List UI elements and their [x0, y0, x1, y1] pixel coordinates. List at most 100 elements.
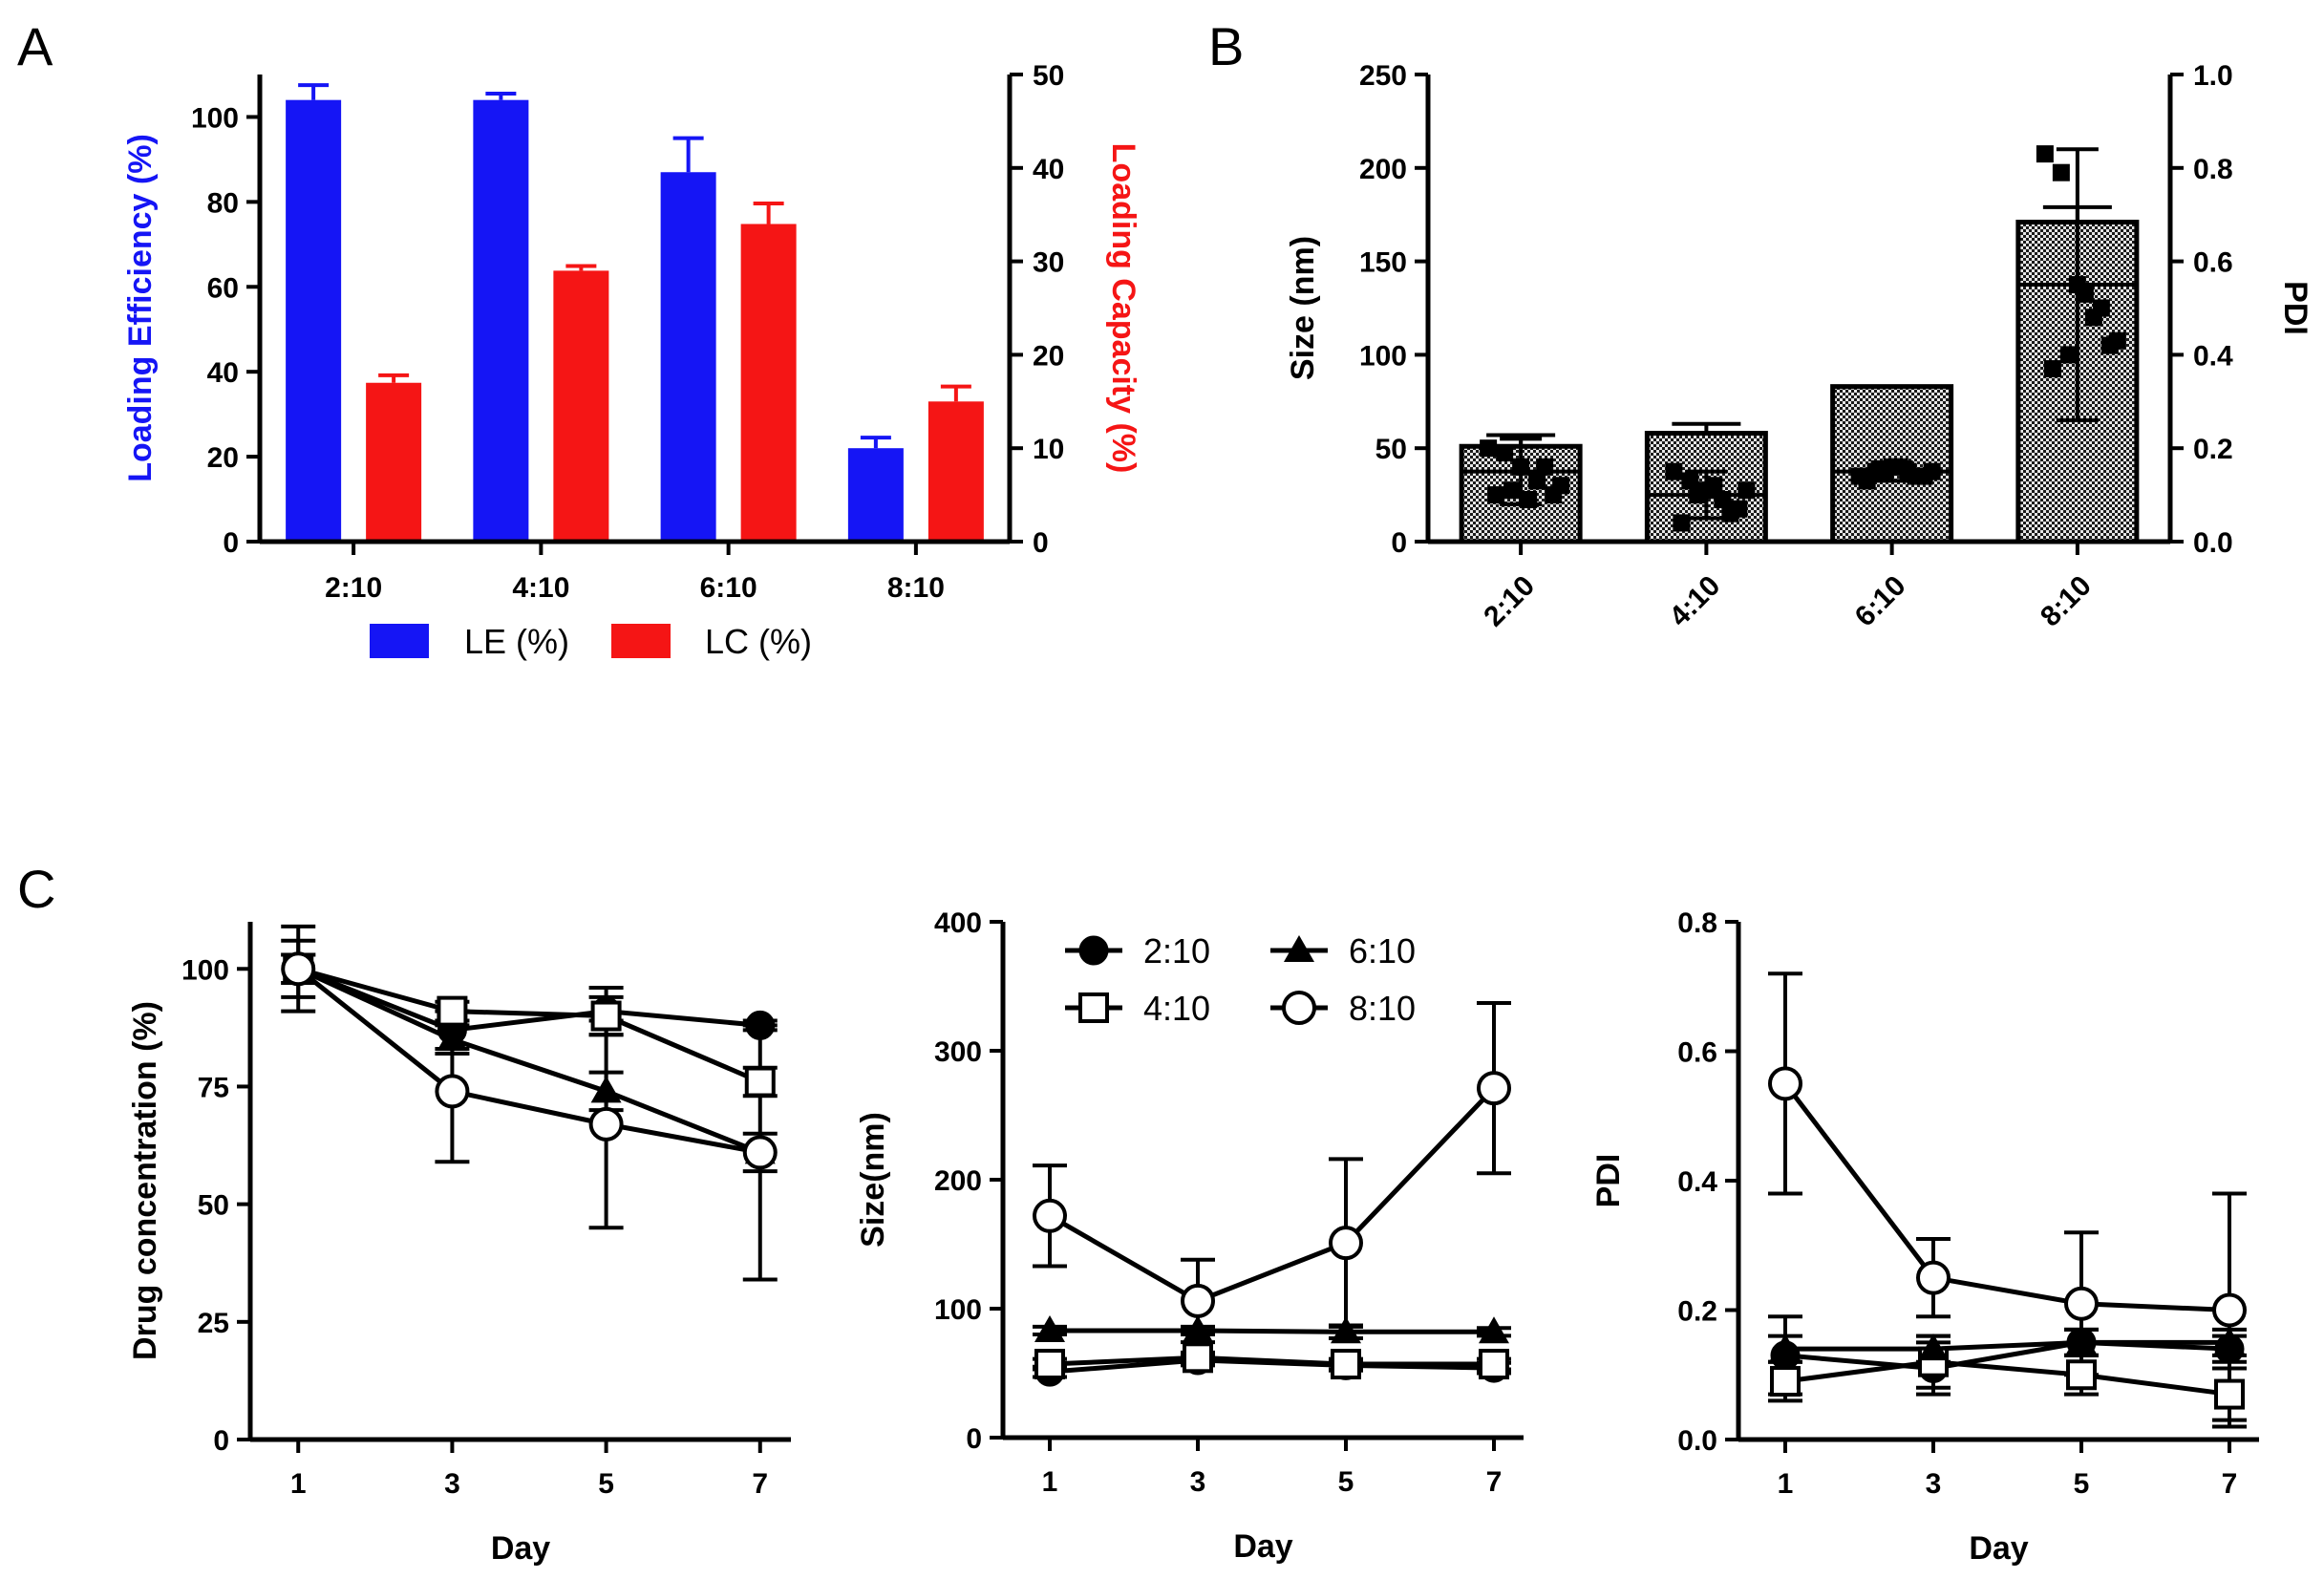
x-tick-label: 5	[2074, 1468, 2090, 1500]
legend-label-lc: LC (%)	[705, 622, 812, 661]
marker-8-10	[2064, 1286, 2099, 1321]
y-axis-title: Drug concentration (%)	[127, 1001, 163, 1360]
y-axis-right-tick-label: 0	[1033, 527, 1049, 559]
marker-6-10	[1918, 1334, 1949, 1361]
marker-4-10	[1331, 1349, 1361, 1380]
y-axis-left-tick-label: 60	[207, 272, 239, 304]
series-line-8-10	[1783, 1081, 2230, 1312]
y-tick-label: 0.8	[1677, 907, 1717, 939]
y-tick-label: 300	[934, 1036, 982, 1068]
legend-label-le: LE (%)	[464, 622, 569, 661]
marker-4-10	[1034, 1349, 1065, 1380]
legend-marker-6-10	[1284, 935, 1314, 962]
y-tick-label: 100	[181, 954, 229, 986]
x-tick-label: 4:10	[1664, 570, 1727, 633]
y-axis-left-tick-label: 150	[1359, 247, 1407, 279]
x-tick-label: 1	[1778, 1468, 1794, 1500]
marker-4-10	[2214, 1378, 2245, 1410]
x-tick-label: 8:10	[887, 572, 945, 604]
x-tick-label: 3	[1190, 1466, 1206, 1498]
bar-le	[473, 99, 529, 542]
legend-marker-8-10	[1282, 991, 1316, 1025]
marker-8-10	[742, 1135, 778, 1170]
marker-8-10	[435, 1074, 470, 1109]
bar-lc	[366, 382, 422, 542]
legend-swatch-le	[370, 624, 429, 658]
series-line-2-10	[1784, 1339, 2230, 1371]
x-tick-label: 6:10	[1849, 570, 1912, 633]
legend-label: 8:10	[1349, 989, 1416, 1028]
x-tick-label: 7	[1486, 1466, 1503, 1498]
x-tick-label: 2:10	[1478, 570, 1541, 633]
marker-8-10	[1329, 1226, 1363, 1261]
y-axis-right-tick-label: 30	[1033, 247, 1064, 279]
marker-4-10	[1183, 1342, 1213, 1374]
y-tick-label: 75	[198, 1072, 229, 1103]
chart-a-loading: 2:10 4:10 6:10 8:10 0 20 40 60 80 100 0 10 20 30 40 50 L…	[122, 60, 1141, 661]
x-tick-label: 5	[1338, 1466, 1354, 1498]
marker-8-10	[2212, 1292, 2247, 1328]
x-tick-label: 1	[1042, 1466, 1058, 1498]
pdi-point	[2059, 346, 2078, 364]
series-line-4-10	[297, 966, 761, 1084]
series-line-2-10	[297, 966, 760, 1033]
y-tick-label: 0.0	[1677, 1425, 1717, 1457]
legend-marker-4-10	[1078, 992, 1109, 1023]
y-axis-title-right: Loading Capacity (%)	[1105, 143, 1141, 474]
y-axis-right-tick-label: 0.2	[2193, 434, 2233, 465]
marker-6-10	[437, 1024, 468, 1052]
y-axis-right-tick-label: 0.4	[2193, 340, 2233, 372]
marker-8-10	[1181, 1283, 1215, 1318]
pdi-point	[2076, 285, 2094, 303]
y-tick-label: 0.4	[1677, 1166, 1717, 1198]
marker-4-10	[437, 995, 468, 1027]
pdi-point	[1487, 486, 1505, 504]
series-line-6-10	[1050, 1328, 1494, 1334]
x-tick-label: 3	[1926, 1468, 1942, 1500]
marker-6-10	[2214, 1327, 2245, 1355]
y-axis-left-tick-label: 250	[1359, 60, 1407, 92]
x-axis-title: Day	[1233, 1528, 1292, 1565]
series-line-8-10	[296, 967, 761, 1155]
y-tick-label: 0.6	[1677, 1037, 1717, 1069]
pdi-point	[1665, 462, 1683, 480]
y-tick-label: 25	[198, 1308, 229, 1339]
y-tick-label: 0	[213, 1425, 229, 1457]
pdi-point	[1480, 439, 1498, 458]
marker-6-10	[1034, 1314, 1065, 1342]
y-axis-left-tick-label: 80	[207, 187, 239, 219]
chart-c-size: 0 100 200 300 400 1 3 5 7 Day Size(nm) 2:10 6:10 4:10…	[855, 907, 1524, 1565]
bar-lc	[927, 401, 984, 542]
pdi-point	[1681, 472, 1699, 490]
y-axis-title: Size(nm)	[855, 1112, 891, 1248]
pdi-point	[1705, 477, 1723, 495]
series-line-6-10	[1785, 1339, 2229, 1352]
pdi-point	[2108, 331, 2126, 350]
marker-8-10	[1916, 1260, 1951, 1295]
panel-label-b: B	[1208, 16, 1244, 76]
y-axis-left-tick-label: 0	[1391, 527, 1407, 559]
pdi-point	[1528, 472, 1546, 490]
y-axis-left-tick-label: 20	[207, 442, 239, 474]
series-line-4-10	[1784, 1359, 2230, 1398]
marker-6-10	[590, 1076, 622, 1103]
y-tick-label: 100	[934, 1294, 982, 1326]
y-axis-left-tick-label: 40	[207, 357, 239, 389]
x-axis-title: Day	[491, 1530, 550, 1567]
x-tick-label: 3	[444, 1468, 460, 1500]
chart-c-drug-concentration: 0 25 50 75 100 1 3 5 7 Day Drug concentration (%)	[127, 922, 791, 1567]
marker-4-10	[2066, 1359, 2097, 1391]
legend-label: 6:10	[1349, 931, 1416, 971]
y-tick-label: 50	[198, 1190, 229, 1222]
legend-marker-2-10	[1078, 935, 1109, 966]
bar-le	[847, 448, 904, 542]
y-axis-right-tick-label: 1.0	[2193, 60, 2233, 92]
y-axis-title-left: Size (nm)	[1285, 236, 1321, 380]
chart-c-pdi: 0.0 0.2 0.4 0.6 0.8 1 3 5 7 Day PDI	[1590, 907, 2259, 1567]
y-axis-title-left: Loading Efficiency (%)	[122, 134, 159, 482]
marker-4-10	[1479, 1349, 1509, 1380]
pdi-point	[2036, 145, 2054, 163]
y-axis-right-tick-label: 40	[1033, 154, 1064, 185]
pdi-point	[1503, 481, 1522, 500]
y-tick-label: 400	[934, 907, 982, 939]
